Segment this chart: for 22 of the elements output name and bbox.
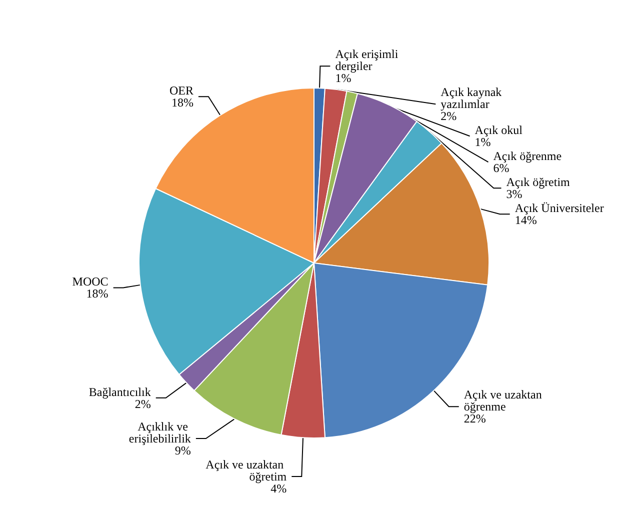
slice-label: Açık kaynak yazılımlar	[440, 85, 505, 112]
data-label: 18%	[86, 286, 108, 301]
data-label: 18%	[171, 96, 194, 110]
data-label: 1%	[474, 135, 491, 150]
slice-label: OER	[169, 84, 194, 98]
slice-label: Açık Üniversiteler	[514, 201, 604, 216]
slice-label: Açıklık ve erişilebilirlik	[128, 420, 191, 446]
slice-label: MOOC	[72, 274, 108, 289]
data-label: 14%	[514, 213, 537, 228]
slice-label: Açık öğretim	[506, 175, 571, 190]
slice-label: Açık erişimli dergiler	[335, 47, 402, 74]
data-label: 1%	[335, 71, 352, 86]
data-label: 3%	[506, 187, 522, 202]
data-label: 2%	[134, 396, 151, 411]
data-label: 9%	[174, 444, 191, 458]
slice-label: Açık ve uzaktan öğretim	[206, 458, 288, 484]
slice-label: Açık okul	[474, 123, 524, 138]
data-label: 6%	[493, 161, 510, 176]
slice-label: Açık ve uzaktan öğrenme	[464, 388, 545, 414]
slice-label: Açık öğrenme	[493, 149, 562, 164]
data-label: 4%	[270, 482, 287, 496]
slice-label: Bağlantıcılık	[88, 384, 151, 399]
